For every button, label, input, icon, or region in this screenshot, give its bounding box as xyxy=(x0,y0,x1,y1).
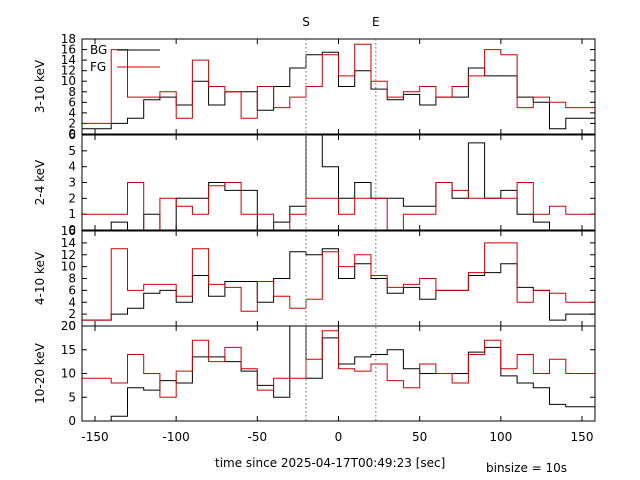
y-tick-label: 6 xyxy=(68,95,76,109)
y-tick-label: 8 xyxy=(68,272,76,286)
x-axis-label: time since 2025-04-17T00:49:23 [sec] xyxy=(215,456,446,470)
y-tick-label: 14 xyxy=(61,53,76,67)
series-fg-line xyxy=(82,182,595,231)
y-tick-label: 12 xyxy=(61,64,76,78)
y-tick-label: 5 xyxy=(68,390,76,404)
y-tick-label: 2 xyxy=(68,116,76,130)
x-tick-label: -150 xyxy=(81,430,108,444)
y-tick-label: 20 xyxy=(61,319,76,333)
chart-legend: BG FG xyxy=(90,43,160,74)
panel-4: 0 5 10 15 20 10-20 keV xyxy=(33,319,596,428)
y-axis-label: 10-20 keV xyxy=(33,342,47,404)
y-tick-label: 2 xyxy=(68,307,76,321)
x-tick-label: 0 xyxy=(335,430,343,444)
y-tick-label: 1 xyxy=(68,207,76,221)
y-tick-label: 0 xyxy=(68,127,76,141)
y-tick-label: 10 xyxy=(61,74,76,88)
panel-frame xyxy=(81,325,596,422)
x-tick-label: -100 xyxy=(163,430,190,444)
binsize-label: binsize = 10s xyxy=(486,461,568,475)
series-bg-line xyxy=(82,51,595,130)
legend-label-bg: BG xyxy=(90,43,107,57)
y-tick-label: 0 xyxy=(68,414,76,428)
y-tick-label: 8 xyxy=(68,85,76,99)
x-tick-label: -50 xyxy=(248,430,268,444)
x-tick-label: 150 xyxy=(571,430,594,444)
series-fg-line xyxy=(82,242,595,321)
y-tick-label: 18 xyxy=(61,32,76,46)
panel-frame xyxy=(81,134,596,231)
y-axis-label: 4-10 keV xyxy=(33,251,47,305)
series-fg-line xyxy=(82,330,595,398)
y-tick-label: 0 xyxy=(68,319,76,333)
marker-label-s: S xyxy=(302,15,310,29)
marker-label-e: E xyxy=(372,15,380,29)
x-tick-label: 50 xyxy=(412,430,427,444)
y-tick-label: 5 xyxy=(68,144,76,158)
x-tick-label: 100 xyxy=(489,430,512,444)
y-tick-label: 4 xyxy=(68,295,76,309)
y-tick-label: 0 xyxy=(68,223,76,237)
y-tick-label: 4 xyxy=(68,106,76,120)
panel-frame xyxy=(81,38,596,135)
y-tick-label: 16 xyxy=(61,43,76,57)
y-tick-label: 6 xyxy=(68,283,76,297)
y-tick-label: 3 xyxy=(68,176,76,190)
y-axis-label: 3-10 keV xyxy=(33,59,47,113)
series-fg-line xyxy=(82,43,595,124)
y-tick-label: 2 xyxy=(68,191,76,205)
y-axis-label: 2-4 keV xyxy=(33,159,47,205)
y-tick-label: 15 xyxy=(61,343,76,357)
y-tick-label: 10 xyxy=(61,260,76,274)
y-tick-label: 4 xyxy=(68,160,76,174)
y-tick-label: 14 xyxy=(61,236,76,250)
legend-label-fg: FG xyxy=(90,60,106,74)
x-axis: -150 -100 -50 0 50 100 150 xyxy=(81,430,593,444)
y-tick-label: 10 xyxy=(61,367,76,381)
y-tick-label: 6 xyxy=(68,128,76,142)
y-tick-label: 12 xyxy=(61,248,76,262)
y-tick-label: 16 xyxy=(61,224,76,238)
